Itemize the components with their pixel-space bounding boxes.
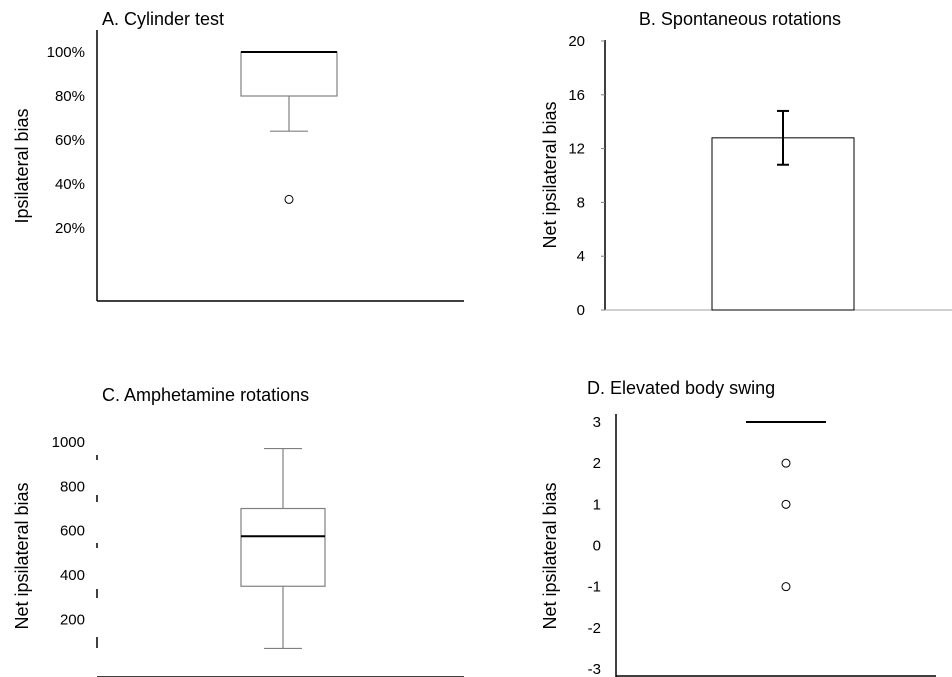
y-tick-label: 800 <box>60 478 85 495</box>
y-tick-label: 200 <box>60 612 85 629</box>
outlier-point <box>781 499 791 509</box>
y-tick-label: 400 <box>60 567 85 584</box>
panel-a: A. Cylinder test Ipsilateral bias 20% 40% 60… <box>12 9 464 302</box>
box <box>240 51 338 97</box>
box <box>240 507 326 587</box>
y-tick-label: -1 <box>588 579 601 596</box>
panel-d: D. Elevated body swing Net ipsilateral bi… <box>540 378 936 677</box>
outlier-point <box>781 582 791 592</box>
panel-b: B. Spontaneous rotations Net ipsilateral … <box>540 9 952 319</box>
panel-c: C. Amphetamine rotations Net ipsilateral … <box>12 385 464 677</box>
y-tick-label: 20 <box>568 33 585 50</box>
chart-title: C. Amphetamine rotations <box>102 385 309 405</box>
y-axis-label: Net ipsilateral bias <box>540 101 560 248</box>
y-tick-label: 60% <box>55 132 85 149</box>
y-tick-label: 0 <box>593 538 601 555</box>
y-tick-label: 16 <box>568 87 585 104</box>
y-tick-label: 40% <box>55 176 85 193</box>
y-tick-label: 8 <box>577 194 585 211</box>
outlier-point <box>781 458 791 468</box>
chart-title: D. Elevated body swing <box>587 378 775 398</box>
y-axis-label: Net ipsilateral bias <box>540 482 560 629</box>
y-tick-label: -2 <box>588 620 601 637</box>
y-tick-label: 100% <box>47 44 85 61</box>
y-tick-label: 1000 <box>52 434 85 451</box>
y-tick-label: -3 <box>588 661 601 677</box>
chart-title: B. Spontaneous rotations <box>639 9 841 29</box>
y-axis-label: Ipsilateral bias <box>12 108 32 223</box>
y-tick-label: 0 <box>577 302 585 319</box>
y-tick-label: 2 <box>593 455 601 472</box>
y-tick-label: 80% <box>55 88 85 105</box>
y-tick-label: 1 <box>593 496 601 513</box>
y-tick-label: 3 <box>593 414 601 431</box>
bar <box>711 137 855 311</box>
y-tick-label: 12 <box>568 141 585 158</box>
y-tick-label: 20% <box>55 220 85 237</box>
chart-title: A. Cylinder test <box>102 9 224 29</box>
y-tick-label: 4 <box>577 248 585 265</box>
y-axis-label: Net ipsilateral bias <box>12 482 32 629</box>
y-tick-label: 600 <box>60 523 85 540</box>
outlier-point <box>284 194 294 204</box>
